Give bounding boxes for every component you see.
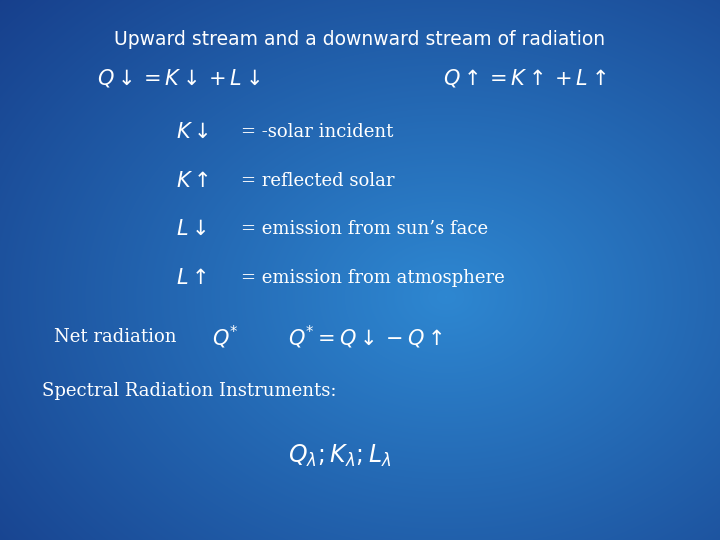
Text: = -solar incident: = -solar incident: [241, 123, 394, 141]
Text: = emission from atmosphere: = emission from atmosphere: [241, 269, 505, 287]
Text: $Q^{*}=Q\downarrow-Q\uparrow$: $Q^{*}=Q\downarrow-Q\uparrow$: [288, 324, 443, 351]
Text: $L\downarrow$: $L\downarrow$: [176, 220, 207, 239]
Text: $Q^{*}$: $Q^{*}$: [212, 324, 239, 351]
Text: $Q_{\lambda}; K_{\lambda}; L_{\lambda}$: $Q_{\lambda}; K_{\lambda}; L_{\lambda}$: [288, 443, 392, 469]
Text: Spectral Radiation Instruments:: Spectral Radiation Instruments:: [42, 382, 336, 401]
Text: $L\uparrow$: $L\uparrow$: [176, 268, 207, 288]
Text: $K\downarrow$: $K\downarrow$: [176, 123, 210, 142]
Text: Upward stream and a downward stream of radiation: Upward stream and a downward stream of r…: [114, 30, 606, 49]
Text: = emission from sun’s face: = emission from sun’s face: [241, 220, 488, 239]
Text: Net radiation: Net radiation: [54, 328, 176, 347]
Text: $Q\downarrow= K\downarrow+L\downarrow$: $Q\downarrow= K\downarrow+L\downarrow$: [97, 68, 261, 89]
Text: = reflected solar: = reflected solar: [241, 172, 395, 190]
Text: $K\uparrow$: $K\uparrow$: [176, 171, 210, 191]
Text: $Q\uparrow= K\uparrow+L\uparrow$: $Q\uparrow= K\uparrow+L\uparrow$: [443, 68, 606, 89]
